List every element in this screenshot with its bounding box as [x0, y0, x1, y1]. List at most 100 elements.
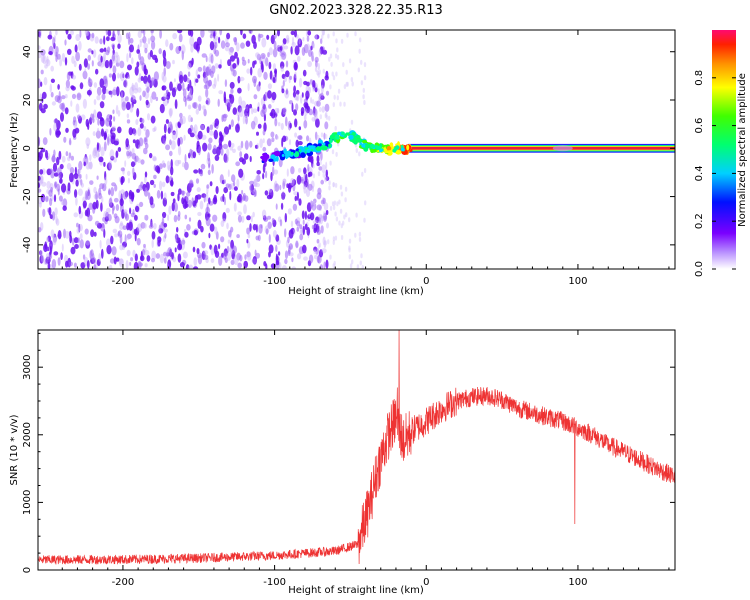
noise-blob [305, 173, 308, 183]
noise-blob [135, 205, 140, 213]
noise-blob [281, 73, 286, 80]
noise-blob [117, 72, 120, 79]
noise-blob [270, 108, 276, 119]
noise-blob [56, 156, 60, 166]
signal-track-blob [298, 149, 302, 153]
noise-blob [144, 215, 147, 221]
noise-blob [306, 81, 310, 87]
noise-blob [99, 183, 105, 190]
noise-blob [323, 261, 326, 269]
noise-blob [231, 143, 235, 148]
noise-blob [147, 74, 151, 84]
noise-blob [152, 157, 157, 162]
noise-blob [104, 60, 110, 69]
noise-blob [102, 85, 107, 95]
noise-blob [268, 244, 274, 254]
noise-blob [237, 215, 242, 223]
noise-blob [77, 114, 81, 120]
noise-blob [155, 253, 161, 259]
noise-blob [200, 225, 204, 233]
noise-blob [64, 94, 68, 99]
noise-blob [96, 142, 99, 151]
noise-blob [351, 81, 354, 87]
noise-blob [208, 197, 211, 205]
noise-blob [229, 46, 235, 53]
noise-blob [177, 122, 182, 129]
noise-blob [117, 230, 123, 238]
noise-blob [316, 204, 322, 211]
noise-blob [92, 253, 95, 263]
signal-track-blob [406, 144, 410, 151]
noise-blob [213, 129, 218, 140]
noise-blob [214, 41, 218, 49]
noise-blob [129, 151, 133, 157]
noise-blob [155, 165, 160, 173]
noise-blob [137, 262, 143, 267]
noise-blob [177, 83, 182, 92]
noise-blob [126, 249, 131, 257]
noise-blob [331, 149, 335, 155]
noise-blob [288, 139, 292, 146]
noise-blob [110, 155, 115, 161]
noise-blob [325, 161, 328, 170]
noise-blob [210, 246, 215, 256]
noise-blob [87, 189, 90, 197]
noise-blob [307, 183, 313, 191]
signal-track-blob [395, 149, 402, 155]
noise-blob [96, 111, 103, 119]
noise-blob [230, 226, 234, 233]
noise-blob [152, 54, 158, 60]
noise-blob [297, 135, 303, 140]
noise-blob [77, 168, 80, 177]
noise-blob [105, 49, 110, 56]
noise-blob [318, 166, 323, 171]
noise-blob [316, 161, 321, 167]
noise-blob [110, 135, 116, 145]
noise-blob [103, 35, 106, 45]
noise-blob [153, 223, 157, 230]
noise-blob [196, 36, 202, 46]
noise-blob [285, 70, 290, 78]
noise-blob [64, 39, 67, 46]
noise-blob [257, 234, 261, 242]
noise-blob [232, 63, 237, 69]
noise-blob [39, 169, 44, 175]
noise-blob [293, 85, 296, 93]
noise-blob [98, 192, 102, 200]
noise-blob [231, 174, 236, 183]
spectrogram-frame [37, 29, 676, 270]
noise-blob [264, 190, 269, 196]
noise-blob [275, 253, 278, 263]
x-tick-label: 0 [423, 276, 429, 287]
noise-blob [78, 205, 82, 215]
noise-blob [169, 42, 174, 51]
noise-blob [95, 130, 101, 139]
noise-blob [90, 229, 95, 238]
noise-blob [42, 54, 47, 65]
noise-blob [54, 207, 58, 216]
noise-blob [70, 246, 76, 255]
noise-blob [319, 160, 322, 165]
noise-blob [144, 47, 148, 54]
noise-blob [249, 30, 252, 34]
noise-blob [80, 179, 83, 186]
noise-blob [223, 126, 230, 135]
noise-blob [132, 172, 137, 180]
noise-blob [209, 41, 215, 51]
noise-blob [303, 98, 308, 103]
noise-blob [241, 215, 245, 223]
noise-blob [162, 211, 167, 219]
noise-blob [240, 42, 245, 49]
noise-blob [112, 228, 118, 234]
noise-blob [101, 93, 106, 101]
noise-blob [340, 38, 344, 44]
noise-blob [282, 178, 287, 183]
noise-blob [94, 36, 99, 44]
noise-blob [298, 37, 301, 45]
noise-blob [49, 168, 53, 174]
noise-blob [299, 229, 303, 235]
noise-blob [152, 127, 156, 132]
noise-blob [132, 209, 135, 215]
noise-blob [317, 221, 321, 227]
noise-blob [165, 144, 171, 151]
